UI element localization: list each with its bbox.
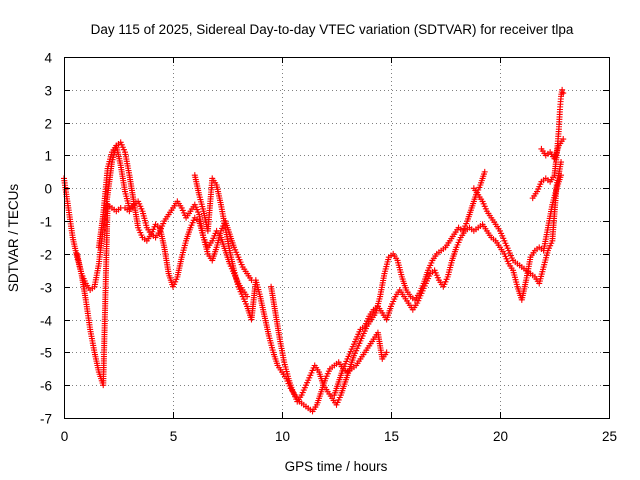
y-tick-label: 0 — [44, 182, 52, 197]
y-tick-label: -7 — [40, 412, 52, 427]
data-layer — [61, 86, 567, 415]
data-point — [481, 168, 488, 175]
data-point — [383, 349, 390, 356]
series-track-e — [331, 172, 565, 399]
series-track-f — [470, 159, 565, 287]
y-tick-label: -2 — [40, 248, 52, 263]
data-point — [126, 204, 133, 211]
x-tick-label: 15 — [384, 429, 399, 444]
data-point — [558, 159, 565, 166]
x-tick-label: 25 — [602, 429, 617, 444]
y-tick-label: -3 — [40, 281, 52, 296]
y-tick-label: 2 — [44, 117, 52, 132]
y-tick-label: -1 — [40, 215, 52, 230]
data-point — [559, 86, 566, 93]
y-axis-label: SDTVAR / TECUs — [6, 184, 21, 293]
x-tick-label: 20 — [493, 429, 508, 444]
series-track-h — [538, 136, 567, 162]
plot-frame — [64, 57, 610, 419]
y-tick-label: -5 — [40, 346, 52, 361]
data-point — [560, 136, 567, 143]
y-tick-label: -4 — [40, 314, 52, 329]
x-tick-label: 10 — [275, 429, 290, 444]
series-track-b — [74, 198, 255, 389]
series-track-c — [95, 142, 390, 415]
x-tick-label: 0 — [61, 429, 69, 444]
grid-layer — [64, 57, 609, 418]
x-axis-label: GPS time / hours — [285, 459, 388, 474]
y-tick-label: 4 — [44, 51, 52, 66]
y-tick-label: 3 — [44, 84, 52, 99]
chart-title: Day 115 of 2025, Sidereal Day-to-day VTE… — [91, 22, 574, 37]
y-tick-label: 1 — [44, 149, 52, 164]
data-point — [560, 90, 567, 97]
y-tick-label: -6 — [40, 379, 52, 394]
x-tick-label: 5 — [170, 429, 178, 444]
